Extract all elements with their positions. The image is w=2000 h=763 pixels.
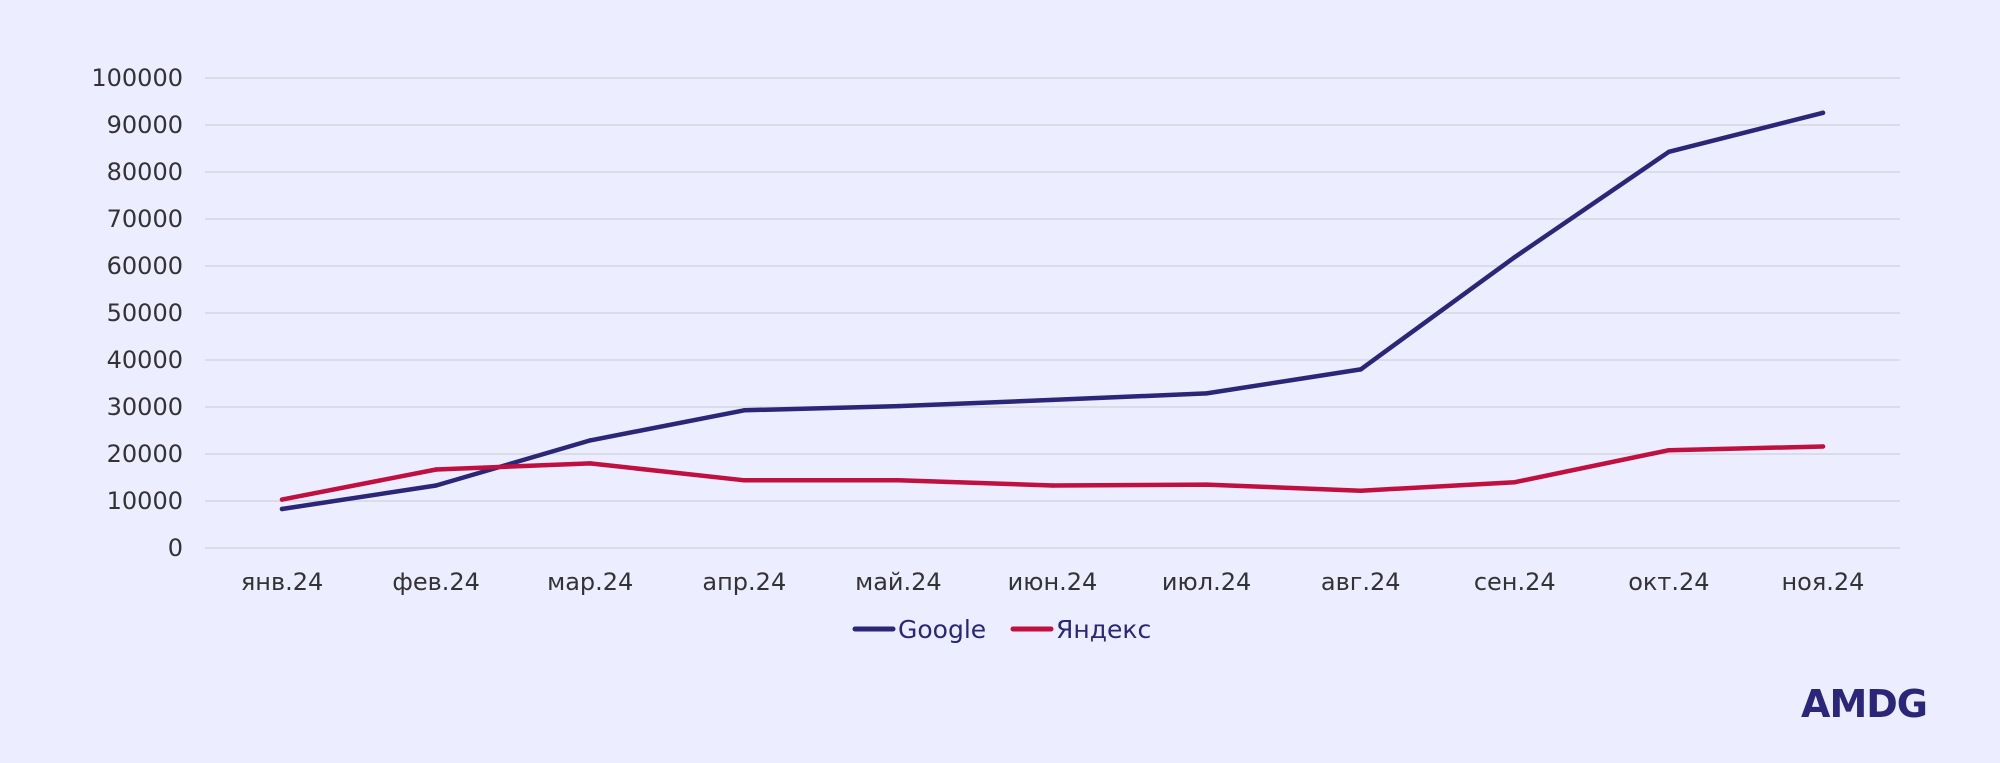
legend-label: Google [898, 615, 986, 644]
x-tick-label: май.24 [855, 568, 942, 596]
data-point [279, 497, 285, 502]
data-point [1358, 367, 1363, 372]
gridlines [205, 77, 1900, 549]
y-tick-label: 0 [168, 534, 183, 562]
y-tick-label: 10000 [107, 487, 183, 515]
y-tick-label: 60000 [107, 252, 183, 280]
amdg-logo: AMDG [1801, 682, 1928, 726]
data-point [1358, 488, 1363, 493]
data-point [896, 403, 901, 409]
x-tick-label: мар.24 [547, 568, 633, 596]
x-tick-label: фев.24 [392, 568, 480, 596]
y-axis-tick-labels: 0 10000 20000 30000 40000 50000 60000 70000 8000… [91, 64, 183, 562]
x-tick-label: сен.24 [1474, 568, 1556, 596]
data-point [433, 467, 439, 472]
x-tick-label: ноя.24 [1781, 568, 1864, 596]
y-tick-label: 90000 [107, 111, 183, 139]
legend-label: Яндекс [1056, 615, 1151, 644]
x-tick-label: авг.24 [1321, 568, 1401, 596]
data-point [1666, 149, 1672, 154]
x-axis-tick-labels: янв.24 фев.24 мар.24 апр.24 май.24 июн.24 июл.… [241, 568, 1865, 596]
data-point [1512, 254, 1517, 260]
y-tick-label: 50000 [107, 299, 183, 327]
x-tick-label: окт.24 [1628, 568, 1709, 596]
data-point [1204, 482, 1209, 487]
data-point [1050, 397, 1055, 403]
data-point [1820, 110, 1826, 115]
y-tick-label: 70000 [107, 205, 183, 233]
series-lines [279, 110, 1826, 512]
legend: Google Яндекс [852, 615, 1151, 644]
y-tick-label: 40000 [107, 346, 183, 374]
y-tick-label: 30000 [107, 393, 183, 421]
x-tick-label: июл.24 [1162, 568, 1251, 596]
data-point [742, 478, 747, 483]
y-tick-label: 100000 [91, 64, 183, 92]
x-tick-label: апр.24 [702, 568, 786, 596]
data-point [1050, 483, 1055, 488]
data-point [588, 461, 593, 466]
data-point [742, 408, 747, 413]
data-point [1204, 391, 1209, 396]
logo-text: AMDG [1801, 682, 1927, 726]
data-point [588, 438, 593, 443]
data-point [279, 506, 285, 512]
data-point [433, 483, 439, 488]
data-point [896, 478, 901, 483]
y-tick-label: 20000 [107, 440, 183, 468]
data-point [1820, 444, 1826, 449]
data-point [1512, 480, 1517, 485]
x-tick-label: янв.24 [241, 568, 323, 596]
data-point [1666, 448, 1672, 453]
y-tick-label: 80000 [107, 158, 183, 186]
x-tick-label: июн.24 [1008, 568, 1098, 596]
